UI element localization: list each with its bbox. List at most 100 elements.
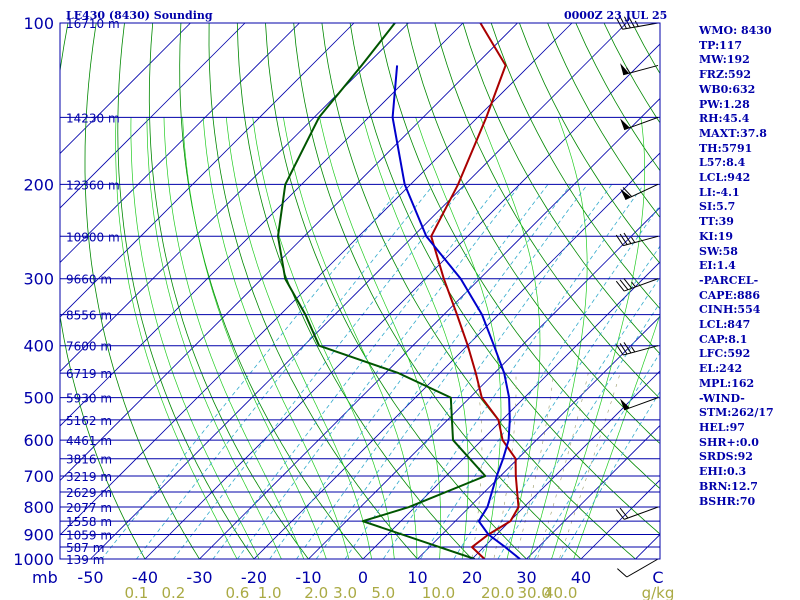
dry-adiabat-line <box>490 23 660 310</box>
wind-barb-flag <box>622 187 633 197</box>
index-item: L57:8.4 <box>699 156 746 170</box>
pressure-tick-label: 700 <box>23 467 54 486</box>
height-label: 5162 m <box>66 414 112 428</box>
index-item: MW:192 <box>699 53 750 67</box>
wind-barb-flag <box>623 278 633 289</box>
index-item: BSHR:70 <box>699 494 756 508</box>
index-item: WB0:632 <box>699 82 756 96</box>
index-item: CAP:8.1 <box>699 332 748 346</box>
wind-barb-pennant <box>620 398 630 410</box>
wind-barb-flag <box>615 344 624 356</box>
dry-adiabat-line <box>406 23 660 445</box>
mixing-ratio-line <box>172 184 467 559</box>
index-item: HEL:97 <box>699 420 745 434</box>
wind-barb-flag <box>623 232 632 244</box>
wind-barb-flag <box>623 16 631 29</box>
pressure-tick-label: 400 <box>23 337 54 356</box>
moist-adiabat-line <box>225 117 372 559</box>
dry-adiabat-line <box>117 23 255 559</box>
wind-barb-flag <box>619 233 628 245</box>
index-item: EL:242 <box>699 362 743 376</box>
index-item: TP:117 <box>699 38 743 52</box>
isotherm-line <box>60 23 300 264</box>
index-item: MPL:162 <box>699 376 755 390</box>
wind-barb-shaft <box>623 345 659 356</box>
wind-barb-flag <box>627 15 635 28</box>
height-label: 3816 m <box>66 453 112 467</box>
index-item: FRZ:592 <box>699 68 752 82</box>
mixing-ratio-label: 2.0 <box>304 584 328 600</box>
height-label: 4461 m <box>66 434 112 448</box>
mixing-ratio-label: 5.0 <box>371 584 395 600</box>
isotherm-line <box>60 23 518 482</box>
index-item: CAPE:886 <box>699 288 760 302</box>
mixing-ratio-line <box>344 184 613 559</box>
height-label: 7600 m <box>66 340 112 354</box>
moist-adiabat-line <box>115 117 238 559</box>
temperature-tick-label: 40 <box>571 568 591 587</box>
isotherm-line <box>525 424 660 559</box>
wind-barb-flag <box>615 280 625 292</box>
pressure-tick-label: 1000 <box>13 550 54 569</box>
index-item: LCL:847 <box>699 318 751 332</box>
height-label: 3219 m <box>66 470 112 484</box>
dry-adiabat-line <box>236 23 473 559</box>
isotherm-line <box>60 23 573 536</box>
height-label: 1059 m <box>66 528 112 542</box>
index-item: RH:45.4 <box>699 112 750 126</box>
stability-indices-panel: WMO: 8430 TP:117 MW:192 FRZ:592 WB0:632 PW:1.… <box>699 24 774 509</box>
wind-barbs <box>615 15 659 578</box>
isotherm-line <box>89 23 627 559</box>
index-item: SRDS:92 <box>699 450 753 464</box>
mixing-ratio-line <box>236 184 521 559</box>
index-item: CINH:554 <box>699 303 761 317</box>
temperature-tick-label: 0 <box>358 568 368 587</box>
wind-barb-pennant <box>620 63 630 75</box>
index-item: SI:5.7 <box>699 200 736 214</box>
temperature-tick-label: -20 <box>241 568 267 587</box>
saturated-adiabat-hint <box>537 373 589 558</box>
dry-adiabat-line <box>265 23 528 559</box>
mixing-ratio-line <box>212 184 500 559</box>
temperature-tick-label: -30 <box>186 568 212 587</box>
wind-barb-flag <box>619 343 628 355</box>
mixing-ratio-line <box>533 352 660 559</box>
temperature-tick-label: 10 <box>407 568 427 587</box>
sounding-title: LE430 (8430) Sounding <box>66 9 213 22</box>
isotherm-line <box>60 23 464 427</box>
mixing-ratio-label: g/kg <box>642 584 675 600</box>
moist-adiabat-line <box>283 117 418 559</box>
index-item: LCL:942 <box>699 171 751 185</box>
index-item: SHR+:0.0 <box>699 435 759 449</box>
wind-barb-half-flag <box>626 67 631 74</box>
temperature-tick-label: 30 <box>516 568 536 587</box>
index-item: -WIND- <box>699 391 745 405</box>
wind-barb-shaft <box>624 278 659 292</box>
wind-barb-half-flag <box>630 236 636 243</box>
wind-barb-flag <box>617 568 628 578</box>
mixing-ratio-line <box>453 245 660 559</box>
dry-adiabat-line <box>321 23 637 559</box>
temperature-tick-label: -10 <box>295 568 321 587</box>
dry-adiabat-line <box>349 23 660 535</box>
wind-barb-half-flag <box>630 346 636 353</box>
chart-grid <box>60 23 660 559</box>
mixing-ratio-line <box>315 184 588 559</box>
index-item: LI:-4.1 <box>699 185 740 199</box>
mixing-ratio-label: 20.0 <box>481 584 514 600</box>
parcel-curve <box>391 65 521 559</box>
moist-adiabat-line <box>202 117 350 559</box>
wind-barb-flag <box>615 234 624 246</box>
mixing-ratio-line <box>382 184 645 559</box>
height-label: 8556 m <box>66 309 112 323</box>
wind-barb <box>620 116 659 131</box>
mixing-ratio-label: 3.0 <box>333 584 357 600</box>
wind-barb-shaft <box>624 506 659 520</box>
index-item: MAXT:37.8 <box>699 126 767 140</box>
height-label: 16710 m <box>66 17 120 31</box>
isotherm-line <box>60 23 409 373</box>
height-label: 2077 m <box>66 501 112 515</box>
wind-barb <box>615 342 659 356</box>
